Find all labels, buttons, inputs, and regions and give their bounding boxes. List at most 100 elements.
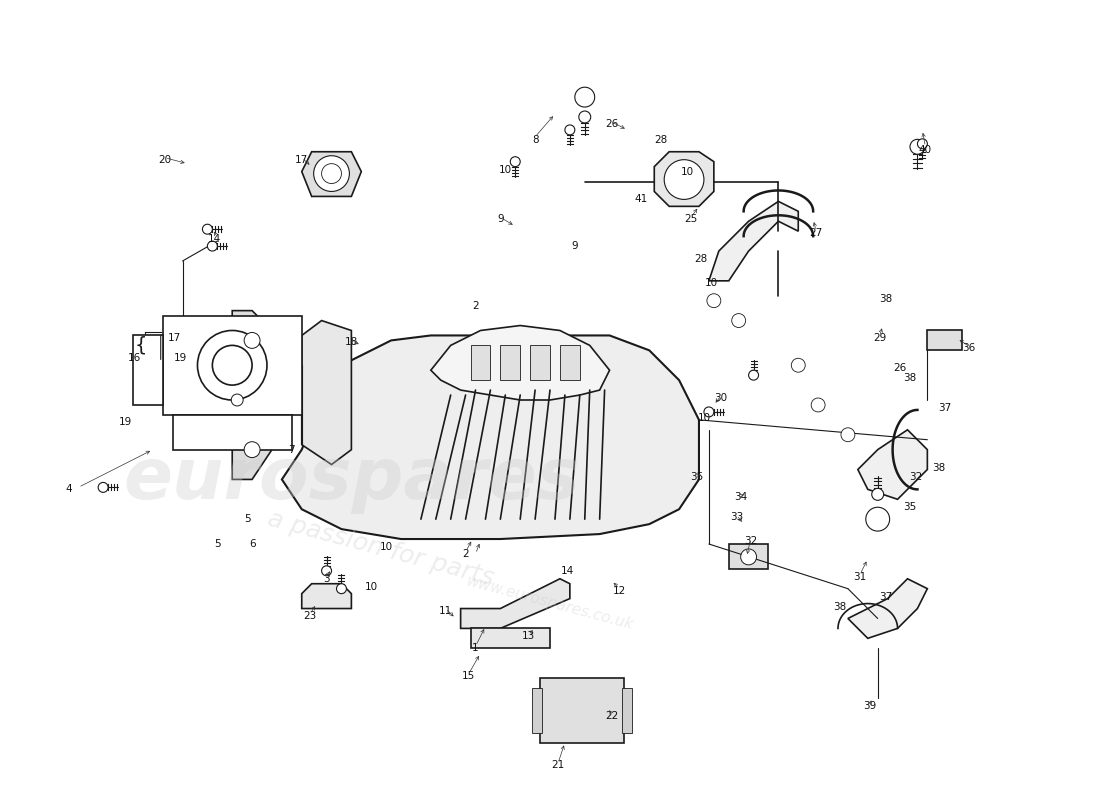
Circle shape [198, 330, 267, 400]
Circle shape [579, 111, 591, 123]
Text: 36: 36 [962, 343, 976, 354]
Circle shape [575, 87, 595, 107]
Text: 17: 17 [295, 154, 308, 165]
Text: 37: 37 [938, 403, 952, 413]
Bar [500, 346, 520, 380]
Circle shape [791, 358, 805, 372]
Circle shape [704, 407, 714, 417]
Circle shape [244, 333, 260, 348]
Text: 8: 8 [531, 135, 538, 145]
Polygon shape [301, 321, 351, 465]
Text: 10: 10 [365, 582, 377, 592]
Text: 38: 38 [834, 602, 847, 611]
Circle shape [510, 157, 520, 166]
Text: 26: 26 [893, 363, 906, 374]
Text: 22: 22 [605, 710, 618, 721]
Text: 35: 35 [691, 473, 704, 482]
Circle shape [811, 398, 825, 412]
Circle shape [244, 442, 260, 458]
Text: 20: 20 [158, 154, 172, 165]
Polygon shape [431, 326, 609, 400]
Circle shape [337, 584, 346, 594]
Text: 12: 12 [613, 586, 626, 596]
Text: www.eurospares.co.uk: www.eurospares.co.uk [464, 574, 636, 633]
Circle shape [866, 507, 890, 531]
Text: 30: 30 [714, 393, 727, 403]
Bar [471, 346, 491, 380]
Text: 13: 13 [521, 631, 535, 642]
Text: 2: 2 [462, 549, 469, 559]
Circle shape [732, 314, 746, 327]
Text: 27: 27 [810, 228, 823, 238]
Text: 16: 16 [129, 354, 142, 363]
Text: a passion for parts: a passion for parts [265, 507, 497, 590]
Polygon shape [301, 584, 351, 609]
Circle shape [917, 139, 927, 149]
Polygon shape [282, 335, 698, 539]
Text: 5: 5 [214, 539, 221, 549]
Bar [560, 346, 580, 380]
Polygon shape [654, 152, 714, 206]
Circle shape [321, 164, 341, 183]
Text: 11: 11 [439, 606, 452, 615]
Text: 34: 34 [734, 492, 747, 502]
Text: 21: 21 [551, 761, 564, 770]
Polygon shape [301, 152, 361, 197]
Circle shape [740, 549, 757, 565]
Polygon shape [471, 629, 550, 648]
Polygon shape [232, 310, 272, 479]
Text: 5: 5 [244, 514, 251, 524]
Text: 18: 18 [344, 338, 358, 347]
Circle shape [707, 294, 721, 308]
Text: 35: 35 [903, 502, 916, 512]
Text: 1: 1 [472, 643, 478, 654]
Polygon shape [927, 330, 962, 350]
Polygon shape [461, 578, 570, 629]
Text: 10: 10 [379, 542, 393, 552]
Text: 10: 10 [681, 166, 694, 177]
Text: 37: 37 [879, 592, 892, 602]
Text: 6: 6 [249, 539, 255, 549]
Text: 28: 28 [694, 254, 707, 264]
Circle shape [231, 394, 243, 406]
Text: 10: 10 [498, 165, 512, 174]
Text: 4: 4 [65, 484, 72, 494]
Text: 15: 15 [462, 671, 475, 681]
Circle shape [871, 488, 883, 500]
Text: 2: 2 [472, 301, 478, 310]
Bar [623, 688, 632, 733]
Circle shape [208, 241, 218, 251]
Polygon shape [728, 544, 769, 569]
Circle shape [314, 156, 350, 191]
Bar [530, 346, 550, 380]
Text: 19: 19 [174, 354, 187, 363]
Circle shape [842, 428, 855, 442]
Polygon shape [708, 202, 799, 281]
Text: 14: 14 [561, 566, 574, 576]
Circle shape [321, 566, 331, 576]
Text: 9: 9 [497, 214, 504, 224]
Circle shape [212, 346, 252, 385]
Circle shape [664, 160, 704, 199]
Text: 14: 14 [208, 234, 221, 244]
Text: 38: 38 [933, 462, 946, 473]
Polygon shape [848, 578, 927, 638]
Text: 39: 39 [864, 701, 877, 711]
Text: 19: 19 [119, 417, 132, 427]
Text: 28: 28 [654, 135, 668, 145]
Circle shape [749, 370, 759, 380]
Circle shape [910, 139, 925, 154]
Text: 25: 25 [684, 214, 697, 224]
Text: 29: 29 [873, 334, 887, 343]
Polygon shape [858, 430, 927, 499]
Text: 38: 38 [879, 294, 892, 304]
Text: 32: 32 [744, 536, 757, 546]
Circle shape [202, 224, 212, 234]
Text: 3: 3 [323, 574, 330, 584]
Bar [532, 688, 542, 733]
Text: 10: 10 [704, 278, 717, 288]
Circle shape [565, 125, 575, 135]
Text: eurospares: eurospares [123, 445, 580, 514]
Bar [133, 335, 163, 405]
Text: 31: 31 [854, 572, 867, 582]
